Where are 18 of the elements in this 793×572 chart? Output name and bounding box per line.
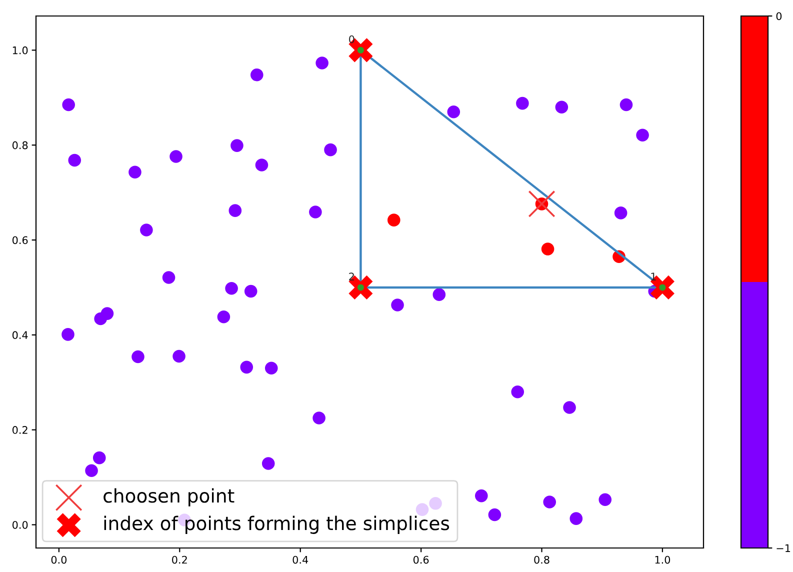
color-bar-label: −1	[776, 544, 790, 552]
y-tick-label: 0.8	[12, 141, 28, 150]
x-tick-label: 0.2	[172, 556, 187, 564]
annotation: 0	[349, 35, 354, 44]
y-tick-label: 1.0	[12, 46, 28, 54]
annotation: 2	[349, 272, 354, 280]
color-bar-label: 0	[776, 12, 782, 20]
y-tick-label: 0.6	[12, 236, 28, 244]
legend-label: choosen point	[104, 488, 234, 506]
x-tick-label: 0.6	[413, 556, 429, 564]
y-tick-label: 0.2	[12, 426, 28, 434]
x-tick-label: 0.4	[292, 556, 308, 564]
x-tick-label: 0.0	[51, 556, 67, 564]
y-tick-label: 0.0	[12, 520, 28, 529]
y-tick-label: 0.4	[12, 331, 28, 340]
x-tick-label: 0.8	[534, 556, 550, 564]
x-tick-label: 1.0	[655, 556, 670, 564]
legend-label: index of points forming the simplices	[104, 516, 450, 534]
